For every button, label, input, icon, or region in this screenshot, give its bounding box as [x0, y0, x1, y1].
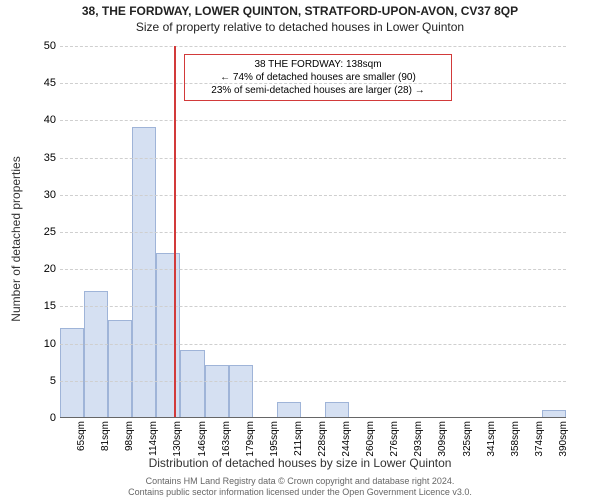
- grid-line: [60, 158, 566, 159]
- x-tick: 211sqm: [293, 421, 304, 456]
- annotation-line: 38 THE FORDWAY: 138sqm: [191, 58, 445, 71]
- y-tick: 35: [28, 152, 56, 164]
- histogram-bar: [542, 410, 566, 417]
- attribution-line1: Contains HM Land Registry data © Crown c…: [0, 476, 600, 487]
- x-tick: 98sqm: [124, 421, 135, 451]
- x-tick: 146sqm: [197, 421, 208, 457]
- histogram-bar: [132, 127, 156, 417]
- annotation-line: ← 74% of detached houses are smaller (90…: [191, 71, 445, 84]
- histogram-bar: [84, 291, 108, 417]
- y-axis-label: Number of detached properties: [9, 139, 23, 339]
- x-tick: 325sqm: [462, 421, 473, 457]
- y-tick: 10: [28, 338, 56, 350]
- grid-line: [60, 269, 566, 270]
- y-tick: 20: [28, 263, 56, 275]
- histogram-bar: [277, 402, 301, 417]
- histogram-bar: [108, 320, 132, 417]
- x-axis-label: Distribution of detached houses by size …: [0, 456, 600, 470]
- x-tick: 114sqm: [148, 421, 159, 456]
- annotation-box: 38 THE FORDWAY: 138sqm← 74% of detached …: [184, 54, 452, 101]
- y-tick: 15: [28, 300, 56, 312]
- grid-line: [60, 381, 566, 382]
- x-tick: 179sqm: [245, 421, 256, 457]
- x-tick: 358sqm: [510, 421, 521, 457]
- main-title: 38, THE FORDWAY, LOWER QUINTON, STRATFOR…: [0, 0, 600, 18]
- x-tick: 228sqm: [317, 421, 328, 457]
- histogram-bar: [60, 328, 84, 417]
- x-tick: 374sqm: [534, 421, 545, 457]
- histogram-bar: [180, 350, 204, 417]
- y-tick: 5: [28, 375, 56, 387]
- subtitle: Size of property relative to detached ho…: [0, 18, 600, 34]
- x-tick: 276sqm: [389, 421, 400, 457]
- x-tick: 309sqm: [437, 421, 448, 457]
- grid-line: [60, 306, 566, 307]
- histogram-bar: [205, 365, 229, 417]
- x-tick: 130sqm: [172, 421, 183, 457]
- annotation-line: 23% of semi-detached houses are larger (…: [191, 84, 445, 97]
- histogram-bar: [229, 365, 253, 417]
- histogram-bar: [156, 253, 180, 417]
- attribution: Contains HM Land Registry data © Crown c…: [0, 476, 600, 498]
- x-tick: 293sqm: [413, 421, 424, 457]
- grid-line: [60, 232, 566, 233]
- chart-plot-area: 0510152025303540455065sqm81sqm98sqm114sq…: [60, 46, 566, 418]
- reference-line: [174, 46, 176, 417]
- histogram-bar: [325, 402, 349, 417]
- grid-line: [60, 120, 566, 121]
- x-tick: 163sqm: [221, 421, 232, 457]
- x-tick: 390sqm: [558, 421, 569, 457]
- x-tick: 341sqm: [486, 421, 497, 457]
- y-tick: 25: [28, 226, 56, 238]
- x-tick: 65sqm: [76, 421, 87, 451]
- grid-line: [60, 46, 566, 47]
- y-tick: 40: [28, 114, 56, 126]
- y-tick: 30: [28, 189, 56, 201]
- x-tick: 244sqm: [341, 421, 352, 457]
- y-axis-label-wrap: Number of detached properties: [6, 46, 26, 418]
- grid-line: [60, 344, 566, 345]
- x-tick: 195sqm: [269, 421, 280, 457]
- y-tick: 50: [28, 40, 56, 52]
- x-tick: 260sqm: [365, 421, 376, 457]
- y-tick: 0: [28, 412, 56, 424]
- grid-line: [60, 195, 566, 196]
- x-tick: 81sqm: [100, 421, 111, 451]
- attribution-line2: Contains public sector information licen…: [0, 487, 600, 498]
- y-tick: 45: [28, 77, 56, 89]
